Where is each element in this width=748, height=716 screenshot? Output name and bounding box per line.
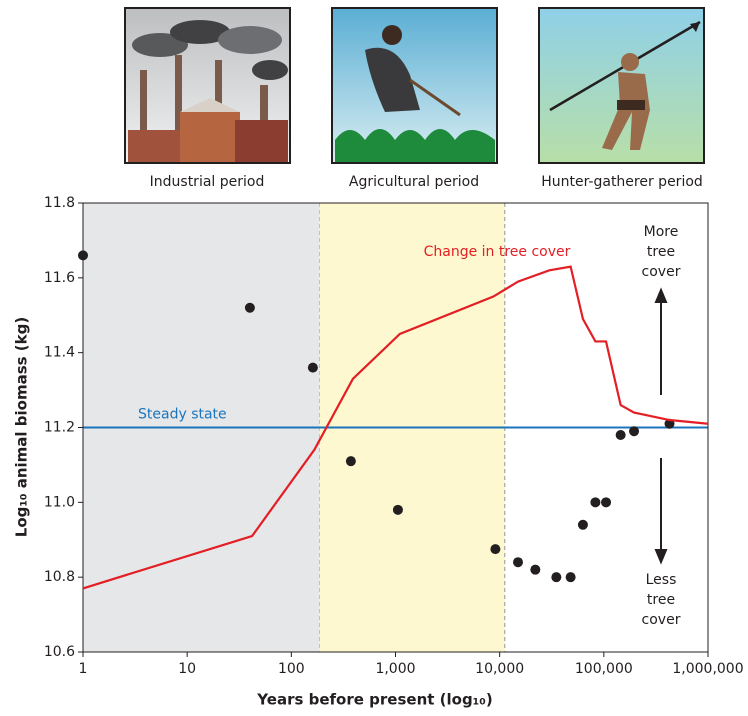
tree-cover-note: cover bbox=[642, 264, 681, 280]
panel-caption: Industrial period bbox=[150, 174, 265, 190]
y-tick-label: 11.8 bbox=[44, 195, 75, 211]
data-point bbox=[551, 572, 561, 582]
tree-cover-note: Less bbox=[646, 572, 677, 588]
tree-cover-label: Change in tree cover bbox=[424, 244, 571, 260]
panel-caption: Agricultural period bbox=[349, 174, 479, 190]
data-point bbox=[629, 426, 639, 436]
x-tick-label: 100 bbox=[278, 661, 305, 677]
data-point bbox=[245, 303, 255, 313]
x-tick-label: 10 bbox=[178, 661, 196, 677]
x-axis-title: Years before present (log₁₀) bbox=[256, 691, 492, 709]
arrows bbox=[656, 290, 666, 562]
data-point bbox=[513, 557, 523, 567]
steady-state-label: Steady state bbox=[138, 407, 227, 423]
data-point bbox=[578, 520, 588, 530]
x-tick-label: 1,000 bbox=[375, 661, 415, 677]
agricultural-picture bbox=[332, 8, 497, 163]
tree-cover-note: cover bbox=[642, 612, 681, 628]
tree-cover-note: tree bbox=[647, 244, 675, 260]
y-tick-label: 11.2 bbox=[44, 420, 75, 436]
hunter-picture bbox=[539, 8, 704, 163]
industrial-picture bbox=[125, 8, 290, 163]
data-point bbox=[601, 497, 611, 507]
y-tick-label: 11.0 bbox=[44, 494, 75, 510]
y-tick-label: 11.4 bbox=[44, 345, 75, 361]
data-point bbox=[393, 505, 403, 515]
data-point bbox=[616, 430, 626, 440]
data-point bbox=[308, 363, 318, 373]
data-point bbox=[566, 572, 576, 582]
plot: Steady state 10.6 10.8 11.0 11.2 11.4 11.6 11.8… bbox=[44, 195, 744, 677]
x-tick-label: 1,000,000 bbox=[672, 661, 743, 677]
x-tick-label: 100,000 bbox=[575, 661, 633, 677]
y-axis-title: Log₁₀ animal biomass (kg) bbox=[13, 317, 31, 537]
y-tick-label: 10.8 bbox=[44, 569, 75, 585]
panel-caption: Hunter-gatherer period bbox=[541, 174, 703, 190]
data-point bbox=[590, 497, 600, 507]
data-point bbox=[530, 565, 540, 575]
tree-cover-note: More bbox=[644, 224, 679, 240]
x-tick-label: 10,000 bbox=[475, 661, 524, 677]
figure: Industrial period Agricultural period Hu… bbox=[0, 0, 748, 716]
y-tick-label: 11.6 bbox=[44, 270, 75, 286]
x-tick-label: 1 bbox=[79, 661, 88, 677]
y-tick-label: 10.6 bbox=[44, 644, 75, 660]
data-point bbox=[490, 544, 500, 554]
data-point bbox=[78, 250, 88, 260]
data-point bbox=[346, 456, 356, 466]
tree-cover-note: tree bbox=[647, 592, 675, 608]
